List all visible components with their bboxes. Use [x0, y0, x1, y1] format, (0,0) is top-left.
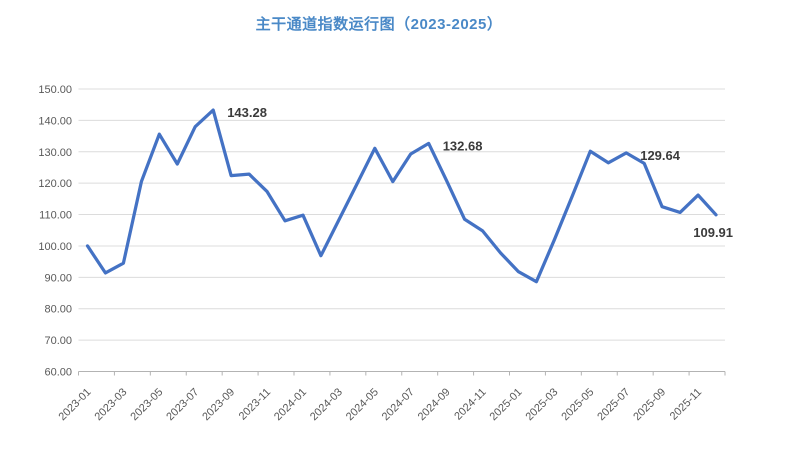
- x-tick-label: 2025-03: [523, 386, 560, 423]
- data-label: 132.68: [443, 138, 483, 153]
- chart-title: 主干通道指数运行图（2023-2025）: [255, 16, 503, 33]
- data-label: 109.91: [693, 225, 733, 240]
- x-tick-label: 2025-09: [631, 386, 668, 423]
- y-tick-label: 80.00: [44, 304, 72, 316]
- x-tick-label: 2023-01: [57, 386, 94, 423]
- y-tick-label: 140.00: [38, 115, 72, 127]
- x-tick-label: 2025-05: [559, 386, 596, 423]
- x-tick-label: 2023-03: [92, 386, 129, 423]
- y-tick-label: 120.00: [38, 178, 72, 190]
- data-label: 143.28: [227, 105, 267, 120]
- x-tick-label: 2023-11: [237, 386, 273, 422]
- x-tick-label: 2024-01: [272, 386, 309, 423]
- x-tick-label: 2025-07: [595, 386, 632, 423]
- y-tick-label: 150.00: [38, 84, 72, 96]
- x-tick-label: 2024-07: [380, 386, 417, 423]
- x-tick-label: 2024-03: [308, 386, 345, 423]
- y-tick-label: 60.00: [44, 367, 72, 379]
- x-tick-label: 2023-09: [200, 386, 237, 423]
- y-tick-label: 90.00: [44, 272, 72, 284]
- x-tick-label: 2025-11: [668, 386, 704, 422]
- x-tick-label: 2024-09: [416, 386, 453, 423]
- y-tick-label: 100.00: [38, 241, 72, 253]
- index-series-line: [85, 108, 718, 284]
- x-tick-label: 2023-07: [164, 386, 201, 423]
- y-tick-label: 70.00: [44, 335, 72, 347]
- y-tick-label: 110.00: [39, 210, 72, 222]
- x-tick-label: 2025-01: [488, 386, 525, 423]
- x-tick-label: 2023-05: [128, 386, 165, 423]
- y-tick-label: 130.00: [38, 147, 72, 159]
- x-tick-label: 2024-11: [452, 386, 488, 422]
- data-label: 129.64: [640, 148, 681, 163]
- x-tick-label: 2024-05: [344, 386, 381, 423]
